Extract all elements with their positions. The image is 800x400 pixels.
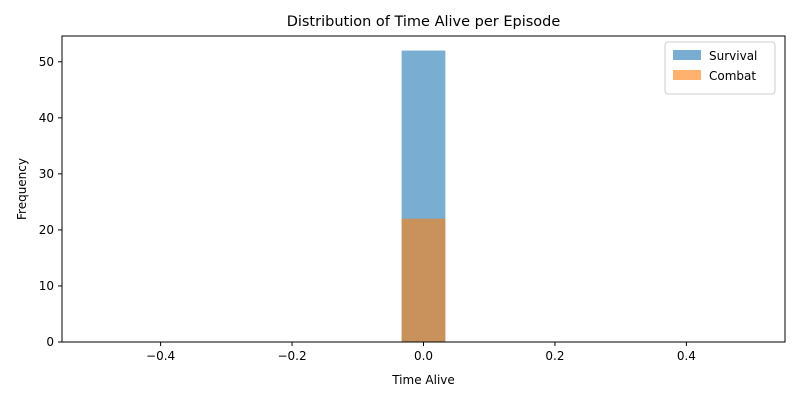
legend-swatch-survival: [673, 50, 701, 60]
y-tick-label: 20: [39, 223, 54, 237]
x-axis-label: Time Alive: [391, 373, 455, 387]
y-tick-label: 10: [39, 279, 54, 293]
x-tick-label: 0.0: [414, 349, 433, 363]
y-axis-label: Frequency: [15, 158, 29, 220]
chart-title: Distribution of Time Alive per Episode: [287, 14, 561, 30]
legend-label-combat: Combat: [709, 69, 756, 83]
y-tick-label: 0: [46, 335, 54, 349]
x-tick-label: −0.4: [146, 349, 175, 363]
bars-layer: [401, 50, 446, 342]
x-tick-label: −0.2: [277, 349, 306, 363]
y-axis: 0 10 20 30 40 50: [39, 55, 62, 349]
y-tick-label: 50: [39, 55, 54, 69]
x-tick-label: 0.2: [545, 349, 564, 363]
legend-label-survival: Survival: [709, 49, 757, 63]
legend-swatch-combat: [673, 70, 701, 80]
x-axis: −0.4 −0.2 0.0 0.2 0.4: [146, 342, 696, 363]
y-tick-label: 30: [39, 167, 54, 181]
legend: Survival Combat: [664, 41, 776, 95]
y-tick-label: 40: [39, 111, 54, 125]
bar-combat-0: [401, 218, 446, 342]
x-tick-label: 0.4: [677, 349, 696, 363]
